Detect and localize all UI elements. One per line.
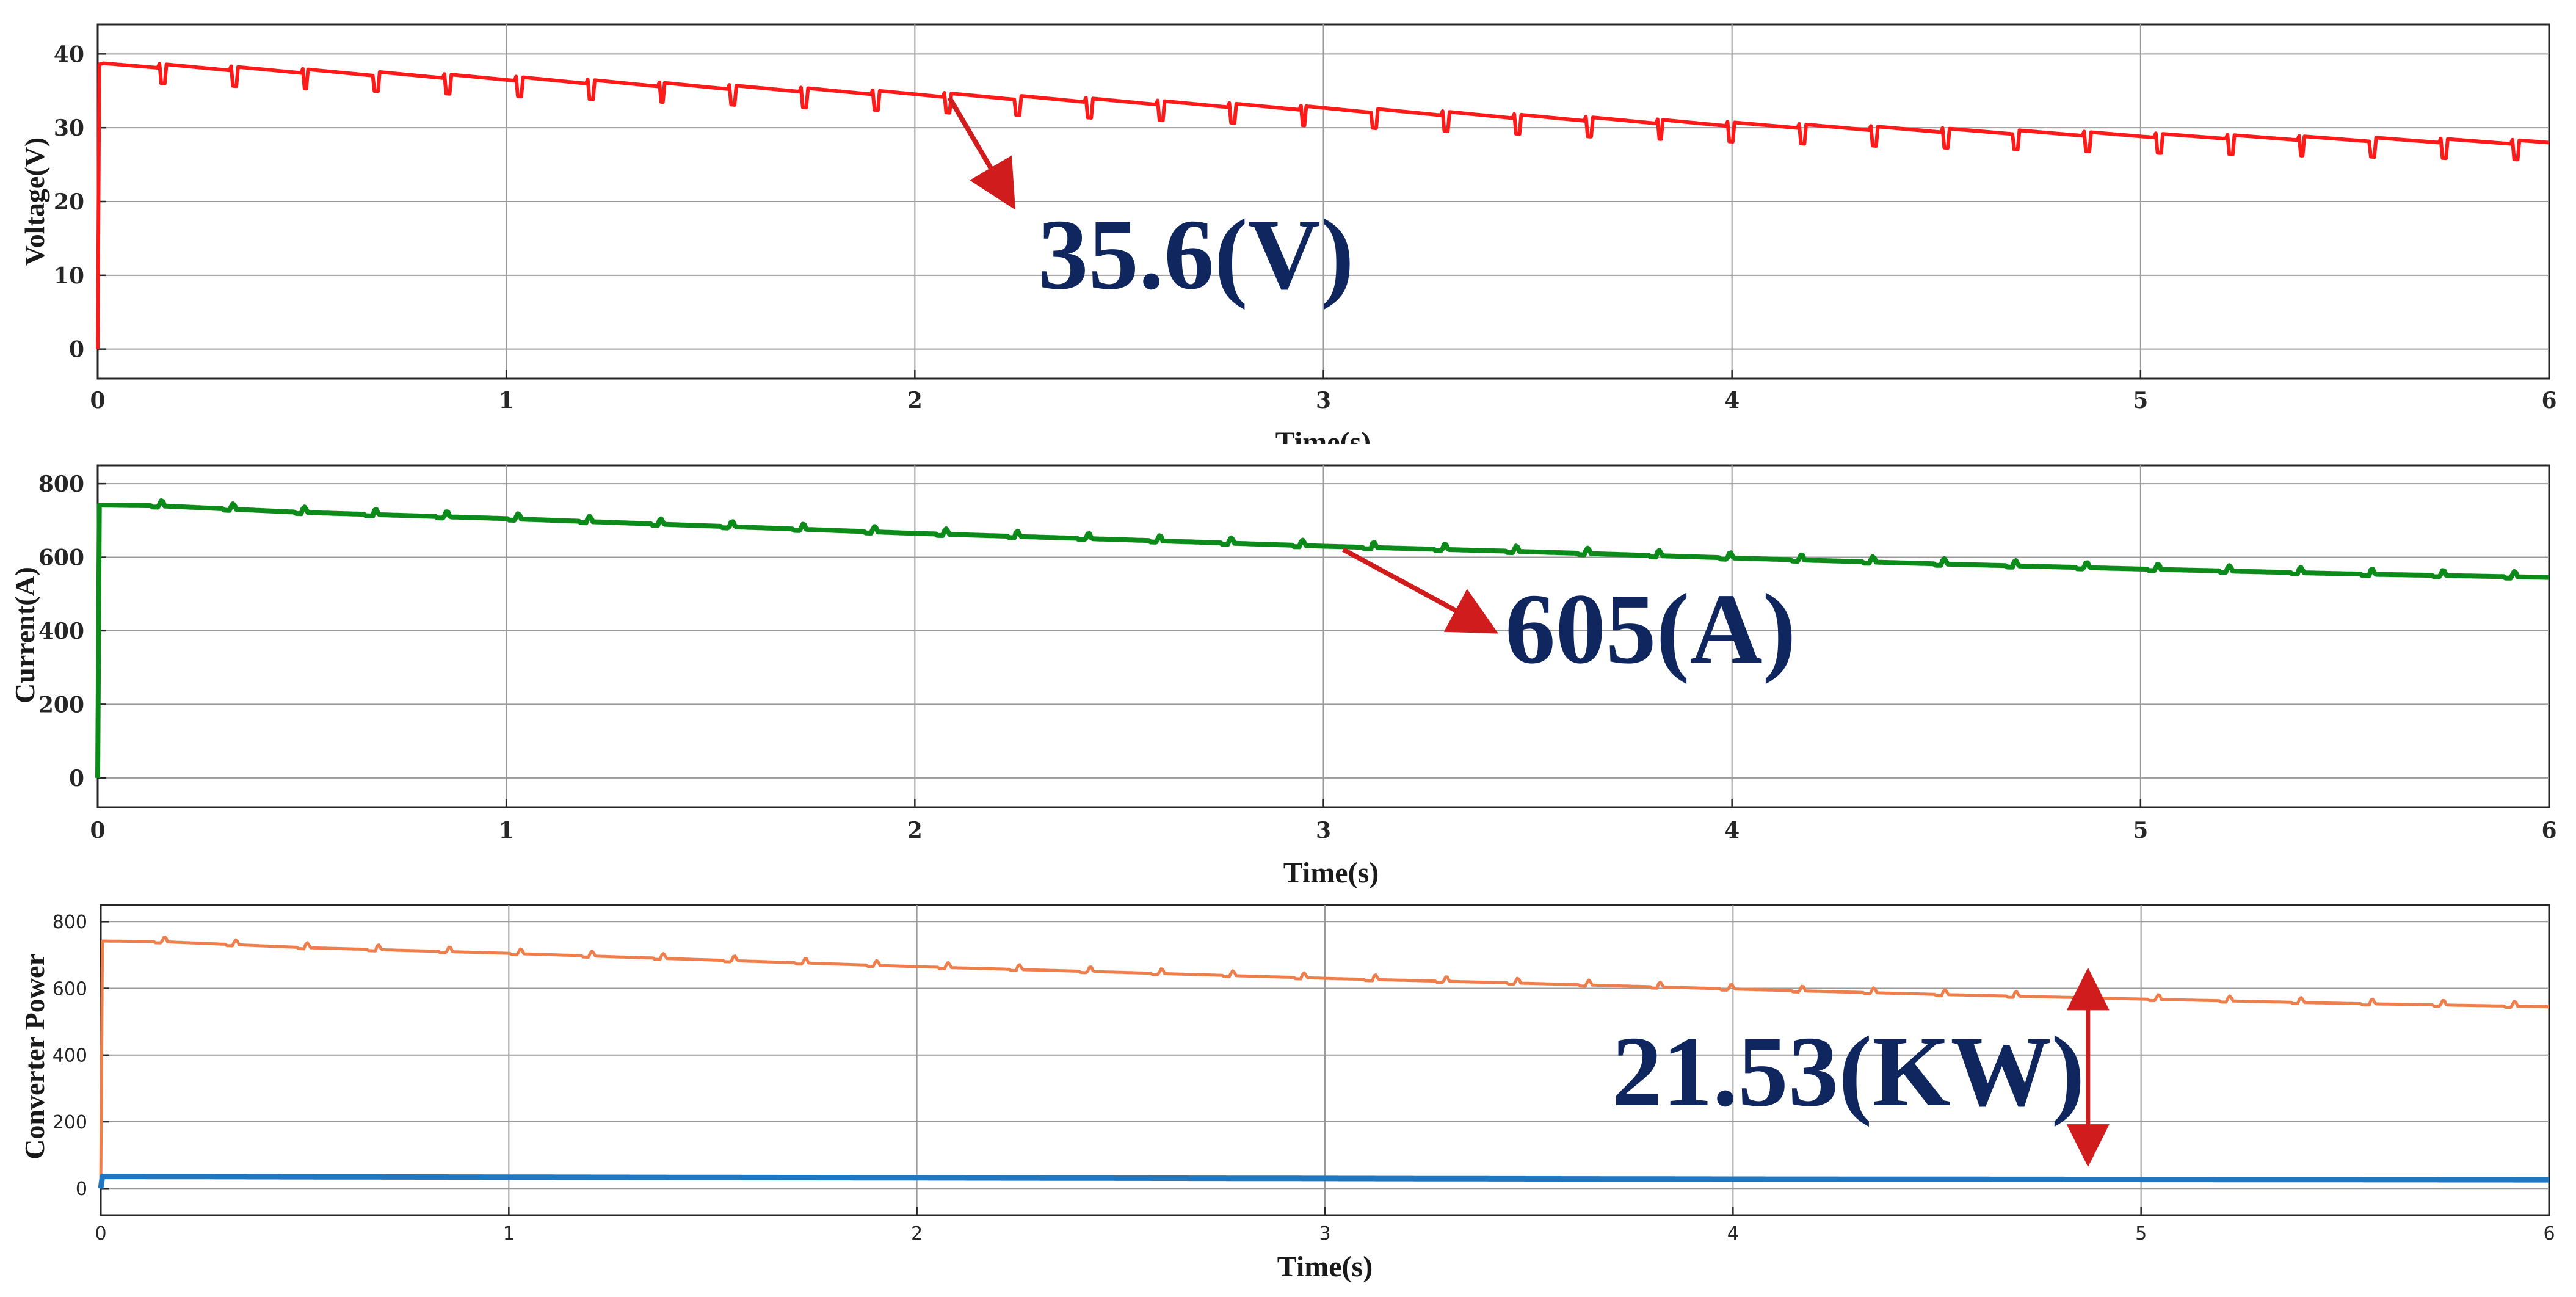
power-y-tick-label: 600 (53, 978, 87, 1000)
voltage-x-tick-label: 6 (2541, 388, 2556, 413)
power-series-group (98, 936, 2550, 1189)
voltage-x-tick-label: 3 (1316, 388, 1331, 413)
voltage-y-tick-label: 0 (69, 337, 84, 363)
current-panel: 0 1 2 3 4 5 6 0 200 400 600 800 Time(s) Current(A)… (9, 464, 2557, 889)
current-y-tick-label: 400 (38, 619, 84, 644)
power-x-axis-label: Time(s) (1277, 1251, 1373, 1283)
power-x-ticks: 0 1 2 3 4 5 6 (95, 1207, 2555, 1244)
power-x-tick-label: 0 (95, 1223, 106, 1244)
current-x-tick-label: 2 (907, 818, 923, 843)
current-grid (98, 465, 2549, 807)
current-y-tick-label: 200 (38, 692, 84, 718)
power-y-axis-label: Converter Power (19, 953, 50, 1160)
voltage-y-tick-label: 40 (54, 42, 84, 67)
current-x-tick-label: 3 (1316, 818, 1331, 843)
current-y-axis-label: Current(A) (9, 567, 40, 703)
voltage-series-line-1 (96, 61, 2550, 349)
voltage-series-group (96, 61, 2550, 349)
voltage-grid (98, 24, 2549, 379)
power-y-tick-label: 400 (53, 1045, 87, 1067)
voltage-x-tick-label: 0 (90, 388, 105, 413)
current-y-tick-label: 800 (38, 471, 84, 497)
current-x-axis-label: Time(s) (1283, 857, 1379, 889)
voltage-x-tick-label: 1 (499, 388, 514, 413)
current-y-tick-label: 600 (38, 545, 84, 570)
current-x-tick-label: 1 (499, 818, 514, 843)
power-grid (101, 905, 2549, 1215)
voltage-y-ticks: 0 10 20 30 40 (54, 42, 106, 363)
power-series-line-2 (98, 1174, 2550, 1189)
voltage-y-axis-label: Voltage(V) (19, 137, 50, 266)
voltage-annotation-arrow (947, 96, 1016, 210)
current-series-group (95, 498, 2550, 778)
power-y-ticks: 0 200 400 600 800 (53, 912, 109, 1200)
panel-separator (0, 444, 2576, 460)
current-annotation-arrow (1342, 547, 1499, 634)
current-y-ticks: 0 200 400 600 800 (38, 471, 106, 791)
current-x-tick-label: 6 (2541, 818, 2556, 843)
current-series-line-1 (95, 498, 2550, 778)
power-panel: 0 1 2 3 4 5 6 0 200 400 600 800 Time(s) Converter … (19, 904, 2555, 1283)
voltage-x-tick-label: 4 (1724, 388, 1740, 413)
power-x-tick-label: 1 (503, 1223, 515, 1244)
power-annotation: 21.53(KW) (1612, 1015, 2085, 1127)
power-series-line-1 (99, 936, 2549, 1189)
power-y-tick-label: 800 (53, 912, 87, 933)
current-x-ticks: 0 1 2 3 4 5 6 (90, 799, 2557, 843)
voltage-y-tick-label: 30 (54, 115, 84, 141)
voltage-x-tick-label: 2 (907, 388, 923, 413)
voltage-y-tick-label: 20 (54, 189, 84, 215)
power-y-tick-label: 200 (53, 1112, 87, 1133)
current-x-tick-label: 0 (90, 818, 105, 843)
power-x-tick-label: 2 (911, 1223, 923, 1244)
power-y-tick-label: 0 (76, 1179, 87, 1200)
current-x-tick-label: 5 (2133, 818, 2148, 843)
voltage-x-ticks: 0 1 2 3 4 5 6 (90, 370, 2557, 413)
power-x-tick-label: 4 (1727, 1223, 1739, 1244)
power-x-tick-label: 6 (2543, 1223, 2555, 1244)
power-x-tick-label: 5 (2135, 1223, 2147, 1244)
current-x-tick-label: 4 (1724, 818, 1740, 843)
current-y-tick-label: 0 (69, 766, 84, 791)
voltage-y-tick-label: 10 (54, 263, 84, 289)
voltage-annotation: 35.6(V) (1038, 198, 1354, 310)
voltage-x-tick-label: 5 (2133, 388, 2148, 413)
current-annotation: 605(A) (1505, 573, 1796, 685)
power-x-tick-label: 3 (1319, 1223, 1330, 1244)
